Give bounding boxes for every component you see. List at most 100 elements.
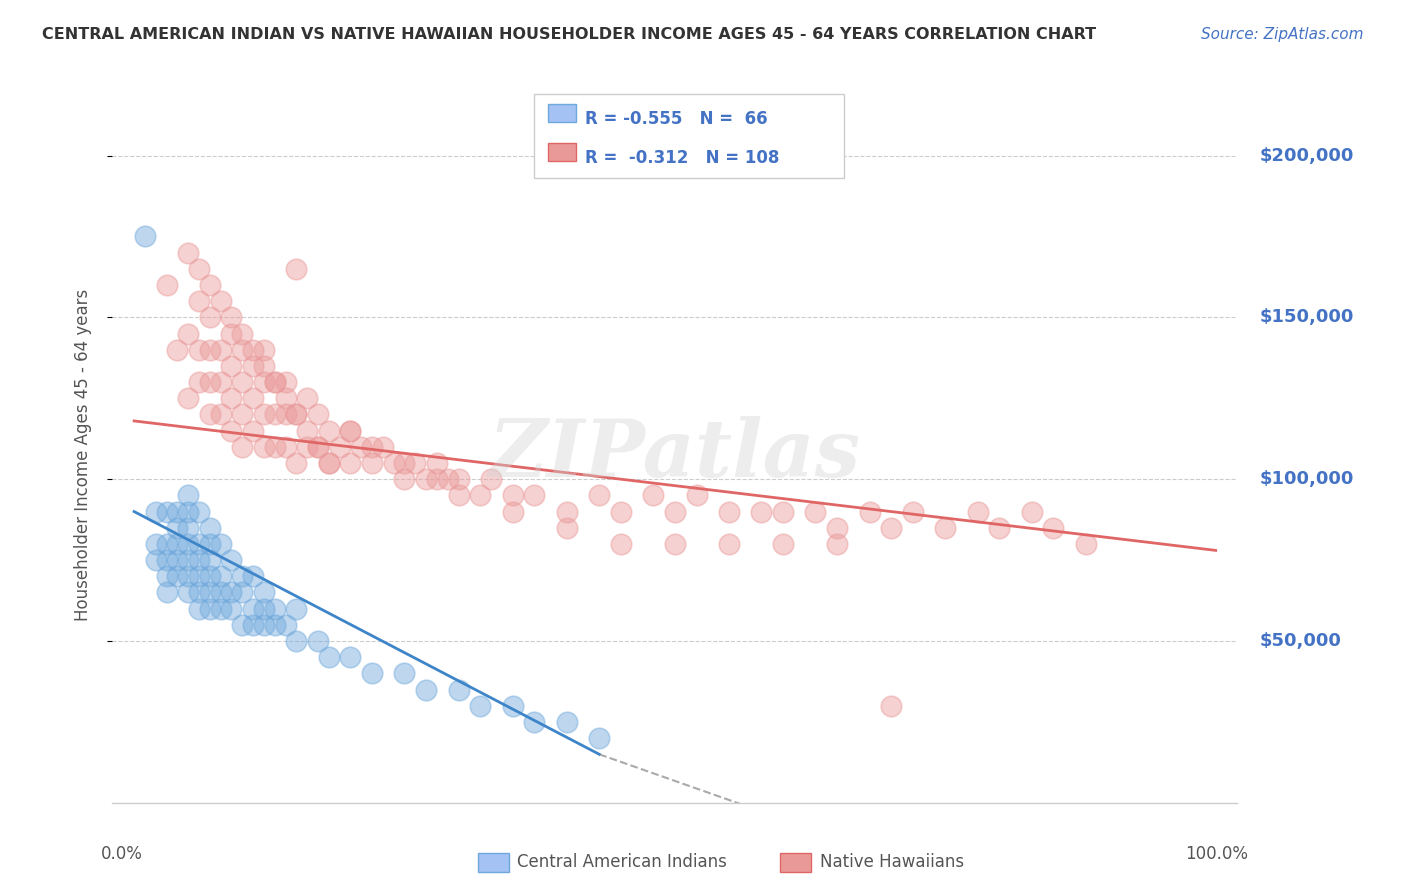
Point — [242, 392, 264, 406]
Point — [155, 569, 177, 583]
Point — [188, 585, 211, 599]
Point — [263, 440, 285, 454]
Point — [339, 650, 361, 665]
Point — [221, 359, 243, 373]
Point — [339, 456, 361, 470]
Point — [523, 714, 546, 729]
Point — [263, 375, 285, 389]
Text: Source: ZipAtlas.com: Source: ZipAtlas.com — [1201, 27, 1364, 42]
Point — [382, 456, 405, 470]
Point — [253, 617, 276, 632]
Point — [717, 504, 740, 518]
Point — [350, 440, 373, 454]
Point — [318, 456, 340, 470]
Point — [447, 682, 470, 697]
Point — [588, 731, 610, 745]
Point — [198, 375, 221, 389]
Point — [253, 343, 276, 357]
Point — [394, 456, 416, 470]
Point — [339, 424, 361, 438]
Point — [188, 504, 211, 518]
Point — [307, 440, 329, 454]
Point — [231, 585, 253, 599]
Point — [470, 698, 492, 713]
Point — [772, 537, 794, 551]
Point — [361, 440, 384, 454]
Point — [426, 472, 449, 486]
Point — [188, 294, 211, 309]
Point — [394, 472, 416, 486]
Point — [361, 666, 384, 681]
Point — [880, 698, 903, 713]
Point — [198, 553, 221, 567]
Point — [339, 424, 361, 438]
Point — [209, 569, 232, 583]
Point — [307, 634, 329, 648]
Point — [263, 408, 285, 422]
Point — [188, 261, 211, 276]
Point — [242, 343, 264, 357]
Point — [155, 504, 177, 518]
Point — [231, 375, 253, 389]
Point — [555, 521, 578, 535]
Point — [177, 553, 200, 567]
Point — [231, 408, 253, 422]
Point — [209, 537, 232, 551]
Point — [177, 392, 200, 406]
Point — [198, 537, 221, 551]
Point — [307, 440, 329, 454]
Text: ZIPatlas: ZIPatlas — [489, 417, 860, 493]
Point — [479, 472, 502, 486]
Point — [209, 585, 232, 599]
Point — [188, 537, 211, 551]
Point — [285, 261, 308, 276]
Point — [295, 392, 318, 406]
Point — [177, 537, 200, 551]
Point — [188, 601, 211, 615]
Point — [825, 537, 848, 551]
Point — [664, 537, 686, 551]
Point — [285, 408, 308, 422]
Point — [231, 569, 253, 583]
Point — [804, 504, 827, 518]
Point — [221, 585, 243, 599]
Point — [285, 408, 308, 422]
Point — [371, 440, 394, 454]
Point — [404, 456, 426, 470]
Point — [242, 601, 264, 615]
Point — [1042, 521, 1064, 535]
Point — [188, 569, 211, 583]
Point — [394, 666, 416, 681]
Point — [177, 326, 200, 341]
Text: $50,000: $50,000 — [1260, 632, 1341, 650]
Point — [415, 682, 437, 697]
Point — [307, 408, 329, 422]
Point — [426, 456, 449, 470]
Point — [242, 359, 264, 373]
Point — [664, 504, 686, 518]
Y-axis label: Householder Income Ages 45 - 64 years: Householder Income Ages 45 - 64 years — [73, 289, 91, 621]
Text: 0.0%: 0.0% — [101, 845, 143, 863]
Point — [502, 504, 524, 518]
Point — [285, 456, 308, 470]
Point — [198, 310, 221, 325]
Point — [1074, 537, 1097, 551]
Point — [588, 488, 610, 502]
Point — [318, 650, 340, 665]
Point — [155, 278, 177, 293]
Point — [242, 617, 264, 632]
Text: Central American Indians: Central American Indians — [517, 853, 727, 871]
Point — [134, 229, 156, 244]
Point — [285, 634, 308, 648]
Point — [221, 326, 243, 341]
Point — [155, 585, 177, 599]
Point — [166, 569, 188, 583]
Point — [253, 359, 276, 373]
Point — [253, 440, 276, 454]
Point — [221, 392, 243, 406]
Point — [502, 698, 524, 713]
Point — [263, 617, 285, 632]
Point — [188, 343, 211, 357]
Point — [209, 601, 232, 615]
Point — [198, 343, 221, 357]
